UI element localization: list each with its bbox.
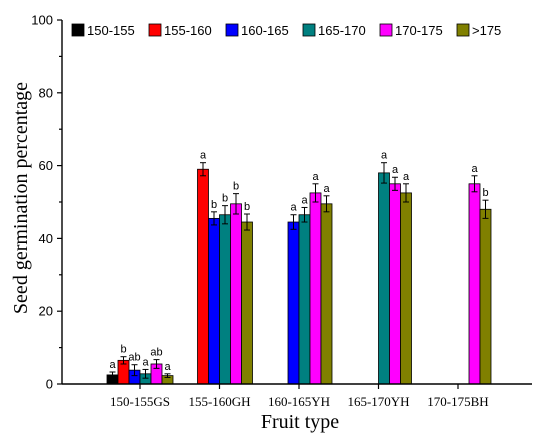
significance-label: a — [323, 183, 330, 195]
y-tick-label: 0 — [46, 377, 53, 392]
x-axis-title: Fruit type — [261, 411, 339, 433]
significance-label: a — [109, 359, 116, 371]
significance-label: b — [222, 193, 228, 205]
significance-label: a — [301, 194, 308, 206]
y-tick-label: 40 — [39, 231, 53, 246]
significance-label: a — [290, 202, 297, 214]
axes: 0 20 40 60 80 100 150-155GS 155-160GH 160-165YH 1… — [31, 13, 532, 409]
bar — [298, 214, 311, 385]
significance-label: a — [312, 171, 319, 183]
legend: 150-155 155-160 160-165 165-170 170-175 >175 — [71, 23, 501, 38]
bar — [479, 208, 492, 385]
significance-label: b — [482, 187, 488, 199]
y-tick-label: 60 — [39, 158, 53, 173]
legend-label: 150-155 — [87, 23, 135, 38]
significance-label: ab — [150, 347, 162, 359]
bar — [378, 172, 390, 385]
x-tick-label: 155-160GH — [188, 394, 250, 409]
legend-swatch — [71, 23, 85, 37]
legend-label: 165-170 — [318, 23, 366, 38]
bar — [287, 221, 300, 385]
bar — [230, 203, 242, 385]
significance-label: a — [142, 356, 149, 368]
bar — [389, 183, 401, 385]
y-tick-label: 100 — [31, 13, 53, 28]
significance-label: b — [211, 199, 217, 211]
bar — [197, 168, 209, 385]
y-axis-title: Seed germination percentage — [10, 82, 32, 314]
bar — [219, 214, 231, 385]
legend-label: 155-160 — [164, 23, 212, 38]
x-tick-label: 150-155GS — [110, 394, 170, 409]
x-tick-label: 165-170YH — [347, 394, 409, 409]
y-tick-label: 20 — [39, 304, 53, 319]
legend-swatch — [456, 23, 470, 37]
bar — [400, 192, 412, 385]
x-tick-label: 160-165YH — [268, 394, 330, 409]
legend-label: 170-175 — [395, 23, 443, 38]
significance-label: a — [200, 150, 207, 162]
bar — [241, 221, 253, 385]
bar — [309, 192, 322, 385]
legend-swatch — [225, 23, 239, 37]
significance-label: ab — [128, 352, 140, 364]
significance-label: a — [381, 150, 388, 162]
significance-label: a — [392, 164, 399, 176]
significance-label: b — [244, 201, 250, 213]
significance-label: a — [164, 361, 171, 373]
legend-label: 160-165 — [241, 23, 289, 38]
legend-swatch — [379, 23, 393, 37]
bar — [208, 217, 220, 385]
legend-swatch — [302, 23, 316, 37]
significance-label: b — [120, 344, 126, 356]
x-tick-label: 170-175BH — [427, 394, 488, 409]
bars-group — [106, 162, 492, 385]
bar — [468, 183, 481, 385]
significance-label: a — [403, 171, 410, 183]
legend-swatch — [148, 23, 162, 37]
legend-label: >175 — [472, 23, 501, 38]
bar — [320, 203, 333, 385]
significance-label: a — [471, 163, 478, 175]
significance-label: b — [233, 181, 239, 193]
y-tick-label: 80 — [39, 85, 53, 100]
